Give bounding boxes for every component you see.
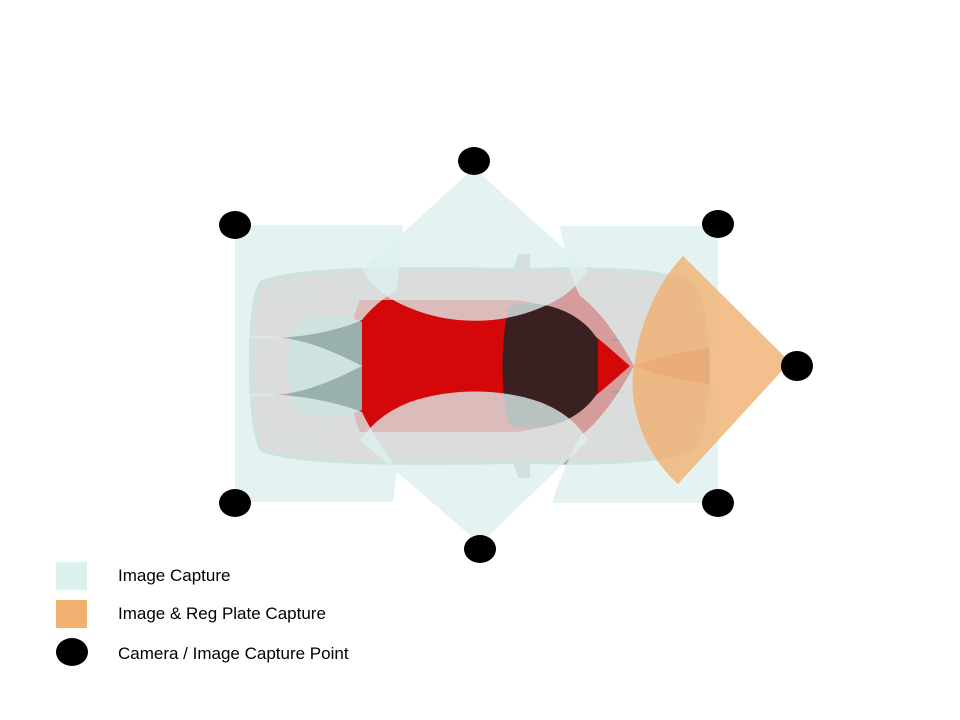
camera-point-icon bbox=[56, 638, 88, 666]
camera-point-icon bbox=[219, 489, 251, 517]
legend-item-camera-point: Camera / Image Capture Point bbox=[56, 638, 476, 670]
coverage-rear-left bbox=[235, 225, 403, 339]
coverage-top-center bbox=[362, 168, 588, 321]
camera-point-icon bbox=[702, 489, 734, 517]
legend-label: Image Capture bbox=[118, 566, 231, 585]
camera-point-icon bbox=[458, 147, 490, 175]
reg-plate-swatch-icon bbox=[56, 600, 87, 628]
image-capture-swatch-icon bbox=[56, 562, 87, 590]
coverage-bottom-center bbox=[360, 391, 588, 544]
coverage-rear-right bbox=[235, 393, 397, 502]
camera-point-icon bbox=[702, 210, 734, 238]
coverage-rear-left-arc bbox=[235, 336, 362, 396]
reg-plate-capture-area bbox=[632, 256, 790, 484]
legend-item-reg-plate: Image & Reg Plate Capture bbox=[56, 600, 476, 632]
legend-label: Camera / Image Capture Point bbox=[118, 644, 349, 663]
legend-label: Image & Reg Plate Capture bbox=[118, 604, 326, 623]
camera-point-icon bbox=[781, 351, 813, 381]
windshield bbox=[502, 303, 598, 429]
camera-point-icon bbox=[219, 211, 251, 239]
camera-point-icon bbox=[464, 535, 496, 563]
legend-item-image-capture: Image Capture bbox=[56, 562, 476, 594]
camera-points bbox=[219, 147, 813, 563]
